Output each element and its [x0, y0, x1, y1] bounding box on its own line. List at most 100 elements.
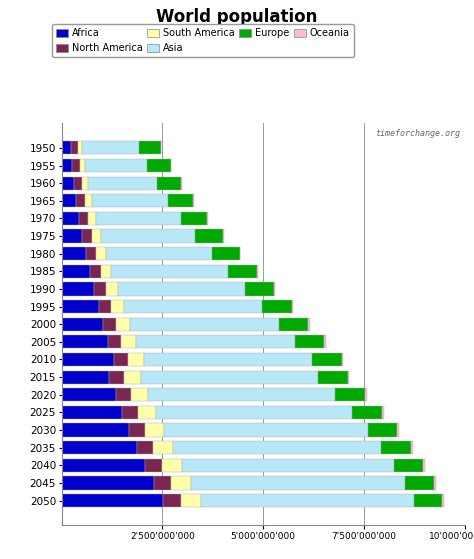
Bar — [195, 229, 223, 243]
Bar — [191, 476, 405, 490]
Bar — [382, 406, 384, 419]
Bar — [141, 371, 318, 383]
Bar — [85, 159, 147, 172]
Bar — [312, 353, 342, 366]
Bar — [182, 459, 394, 472]
Bar — [62, 494, 164, 507]
Bar — [62, 406, 122, 419]
Bar — [62, 247, 86, 260]
Bar — [62, 318, 103, 331]
Bar — [116, 388, 131, 401]
Bar — [154, 441, 173, 454]
Bar — [157, 177, 181, 190]
Bar — [131, 388, 148, 401]
Bar — [365, 388, 367, 401]
Bar — [164, 494, 181, 507]
Bar — [274, 282, 275, 296]
Bar — [173, 441, 381, 454]
Bar — [94, 282, 106, 296]
Bar — [309, 318, 310, 331]
Bar — [342, 353, 343, 366]
Bar — [62, 159, 73, 172]
Bar — [335, 388, 365, 401]
Bar — [124, 371, 141, 383]
Bar — [193, 194, 194, 207]
Bar — [101, 265, 111, 278]
Bar — [82, 229, 92, 243]
Bar — [239, 247, 240, 260]
Bar — [89, 212, 96, 225]
Bar — [279, 318, 309, 331]
Bar — [62, 194, 76, 207]
Bar — [162, 459, 182, 472]
Bar — [62, 441, 137, 454]
Bar — [129, 423, 146, 437]
Bar — [74, 177, 82, 190]
Bar — [138, 141, 161, 154]
Bar — [245, 282, 274, 296]
Bar — [121, 335, 137, 348]
Bar — [62, 476, 155, 490]
Bar — [109, 371, 124, 383]
Bar — [96, 212, 181, 225]
Bar — [129, 318, 279, 331]
Bar — [410, 441, 413, 454]
Bar — [80, 159, 85, 172]
Bar — [137, 335, 295, 348]
Bar — [62, 282, 94, 296]
Bar — [414, 494, 442, 507]
Bar — [181, 177, 182, 190]
Bar — [148, 388, 335, 401]
Bar — [62, 177, 74, 190]
Bar — [172, 476, 191, 490]
Bar — [318, 371, 347, 383]
Bar — [292, 300, 293, 313]
Bar — [155, 476, 172, 490]
Bar — [256, 265, 258, 278]
Bar — [82, 177, 89, 190]
Bar — [86, 247, 96, 260]
Bar — [122, 406, 137, 419]
Bar — [62, 212, 79, 225]
Bar — [228, 265, 256, 278]
Bar — [82, 141, 138, 154]
Bar — [164, 423, 367, 437]
Bar — [352, 406, 382, 419]
Bar — [85, 194, 92, 207]
Bar — [211, 247, 239, 260]
Bar — [116, 318, 129, 331]
Bar — [79, 212, 89, 225]
Bar — [423, 459, 425, 472]
Bar — [99, 300, 111, 313]
Bar — [114, 353, 128, 366]
Bar — [108, 335, 121, 348]
Bar — [168, 194, 193, 207]
Bar — [137, 406, 156, 419]
Bar — [76, 194, 85, 207]
Bar — [62, 229, 82, 243]
Bar — [397, 423, 399, 437]
Bar — [90, 265, 101, 278]
Bar — [62, 459, 146, 472]
Bar — [181, 494, 201, 507]
Bar — [78, 141, 82, 154]
Bar — [89, 177, 157, 190]
Bar — [101, 229, 195, 243]
Bar — [146, 459, 162, 472]
Bar — [144, 353, 312, 366]
Bar — [137, 441, 154, 454]
Text: World population: World population — [156, 8, 318, 26]
Bar — [62, 300, 99, 313]
Bar — [434, 476, 437, 490]
Bar — [92, 229, 101, 243]
Bar — [73, 159, 80, 172]
Bar — [347, 371, 349, 383]
Bar — [106, 282, 118, 296]
Bar — [62, 335, 108, 348]
Bar — [263, 300, 292, 313]
Legend: Africa, North America, South America, Asia, Europe, Oceania: Africa, North America, South America, As… — [52, 25, 354, 57]
Bar — [223, 229, 224, 243]
Bar — [111, 300, 124, 313]
Bar — [62, 265, 90, 278]
Bar — [156, 406, 352, 419]
